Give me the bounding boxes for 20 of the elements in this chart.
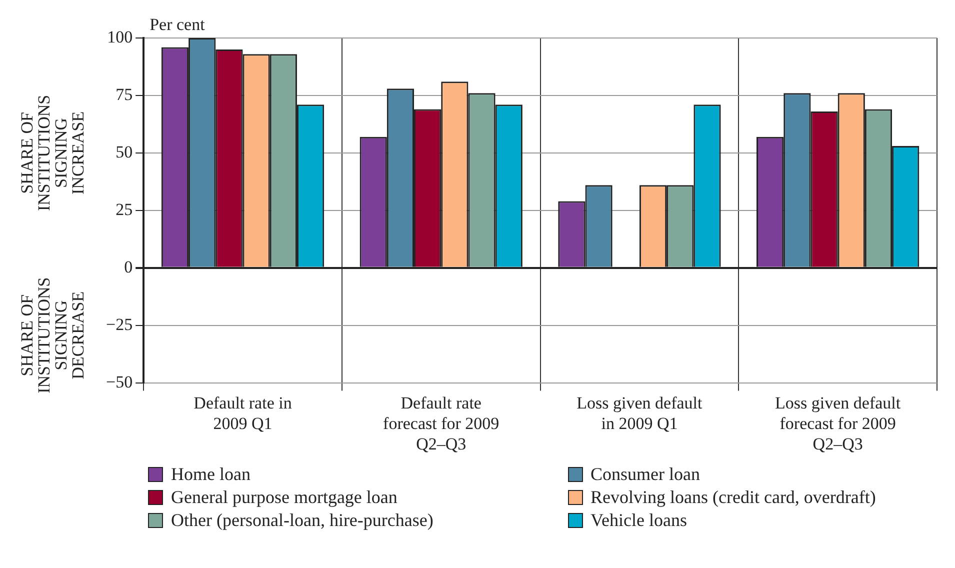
x-tick-label: Loss given default in 2009 Q1 (576, 393, 703, 433)
text: Per cent (150, 14, 206, 34)
x-tick-label: Default rate in 2009 Q1 (194, 393, 292, 433)
legend-label: General purpose mortgage loan (171, 487, 398, 508)
legend-label: Revolving loans (credit card, overdraft) (590, 487, 876, 508)
x-tick-label: Loss given default forecast for 2009 Q2–Q3 (775, 393, 901, 454)
x-tick-label: Default rate forecast for 2009 Q2–Q3 (383, 393, 500, 454)
y-axis-title: SHARE OF INSTITUTIONS SIGNING INCREASE (17, 94, 88, 212)
y-tick-label: −25 (106, 314, 133, 334)
legend-label: Vehicle loans (590, 510, 687, 531)
y-tick-label: 0 (124, 257, 133, 276)
y-tick-label: −50 (106, 372, 133, 392)
text: SHARE OF INSTITUTIONS SIGNING DECREASE (17, 277, 88, 394)
legend-label: Consumer loan (590, 464, 700, 485)
legend-label: Other (personal-loan, hire-purchase) (171, 510, 434, 531)
y-tick-label: 100 (107, 27, 133, 46)
legend-label: Home loan (171, 464, 250, 485)
y-tick-label: 50 (116, 142, 133, 162)
y-tick-label: 75 (116, 84, 133, 104)
y-tick-label: 25 (116, 200, 133, 219)
